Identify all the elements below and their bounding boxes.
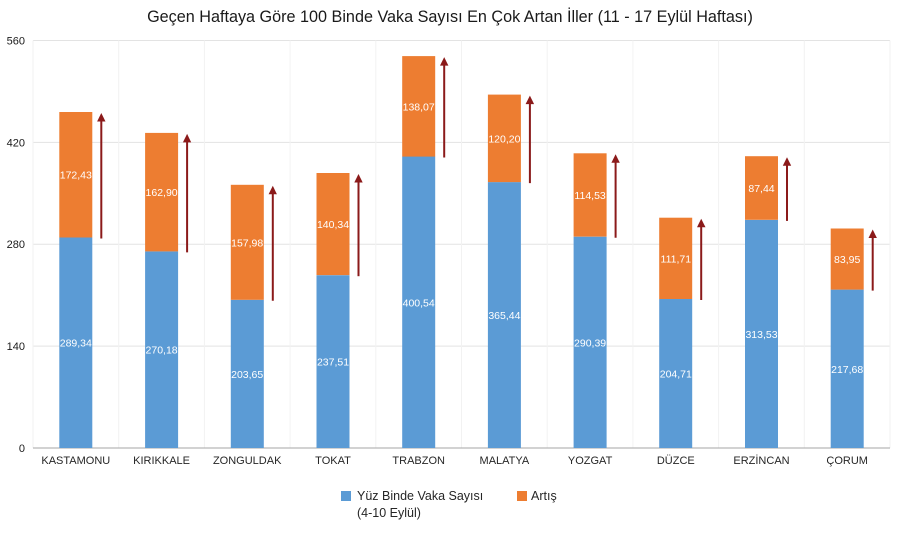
svg-text:203,65: 203,65 (231, 369, 263, 381)
svg-text:560: 560 (7, 36, 25, 48)
svg-text:420: 420 (7, 137, 25, 149)
svg-text:114,53: 114,53 (574, 190, 605, 202)
svg-text:Geçen Haftaya Göre 100 Binde V: Geçen Haftaya Göre 100 Binde Vaka Sayısı… (147, 7, 753, 26)
svg-text:(4-10 Eylül): (4-10 Eylül) (357, 506, 421, 520)
svg-text:270,18: 270,18 (146, 345, 178, 357)
svg-text:83,95: 83,95 (834, 254, 860, 266)
svg-text:DÜZCE: DÜZCE (657, 455, 695, 467)
svg-text:0: 0 (19, 443, 25, 455)
svg-text:YOZGAT: YOZGAT (568, 455, 613, 467)
svg-text:162,90: 162,90 (146, 187, 178, 199)
svg-text:KASTAMONU: KASTAMONU (41, 455, 110, 467)
svg-text:MALATYA: MALATYA (480, 455, 530, 467)
svg-text:140: 140 (7, 341, 25, 353)
svg-text:TOKAT: TOKAT (315, 455, 351, 467)
svg-text:157,98: 157,98 (231, 237, 263, 249)
svg-text:138,07: 138,07 (403, 101, 435, 113)
svg-text:217,68: 217,68 (831, 364, 863, 376)
svg-text:313,53: 313,53 (745, 329, 777, 341)
svg-text:ERZİNCAN: ERZİNCAN (733, 454, 789, 467)
svg-text:280: 280 (7, 239, 25, 251)
svg-text:204,71: 204,71 (660, 369, 692, 381)
svg-text:140,34: 140,34 (317, 219, 349, 231)
svg-text:111,71: 111,71 (661, 253, 692, 265)
svg-text:400,54: 400,54 (403, 297, 435, 309)
svg-text:120,20: 120,20 (488, 133, 520, 145)
svg-text:KIRIKKALE: KIRIKKALE (133, 455, 190, 467)
svg-text:365,44: 365,44 (488, 310, 520, 322)
svg-text:289,34: 289,34 (60, 338, 92, 350)
svg-text:237,51: 237,51 (317, 357, 349, 369)
svg-text:TRABZON: TRABZON (392, 455, 445, 467)
svg-text:ZONGULDAK: ZONGULDAK (213, 455, 282, 467)
svg-text:Artış: Artış (531, 489, 557, 503)
svg-text:ÇORUM: ÇORUM (826, 455, 868, 467)
svg-text:290,39: 290,39 (574, 337, 606, 349)
svg-text:87,44: 87,44 (748, 183, 774, 195)
svg-text:172,43: 172,43 (60, 170, 92, 182)
svg-text:Yüz Binde Vaka Sayısı: Yüz Binde Vaka Sayısı (357, 489, 483, 503)
